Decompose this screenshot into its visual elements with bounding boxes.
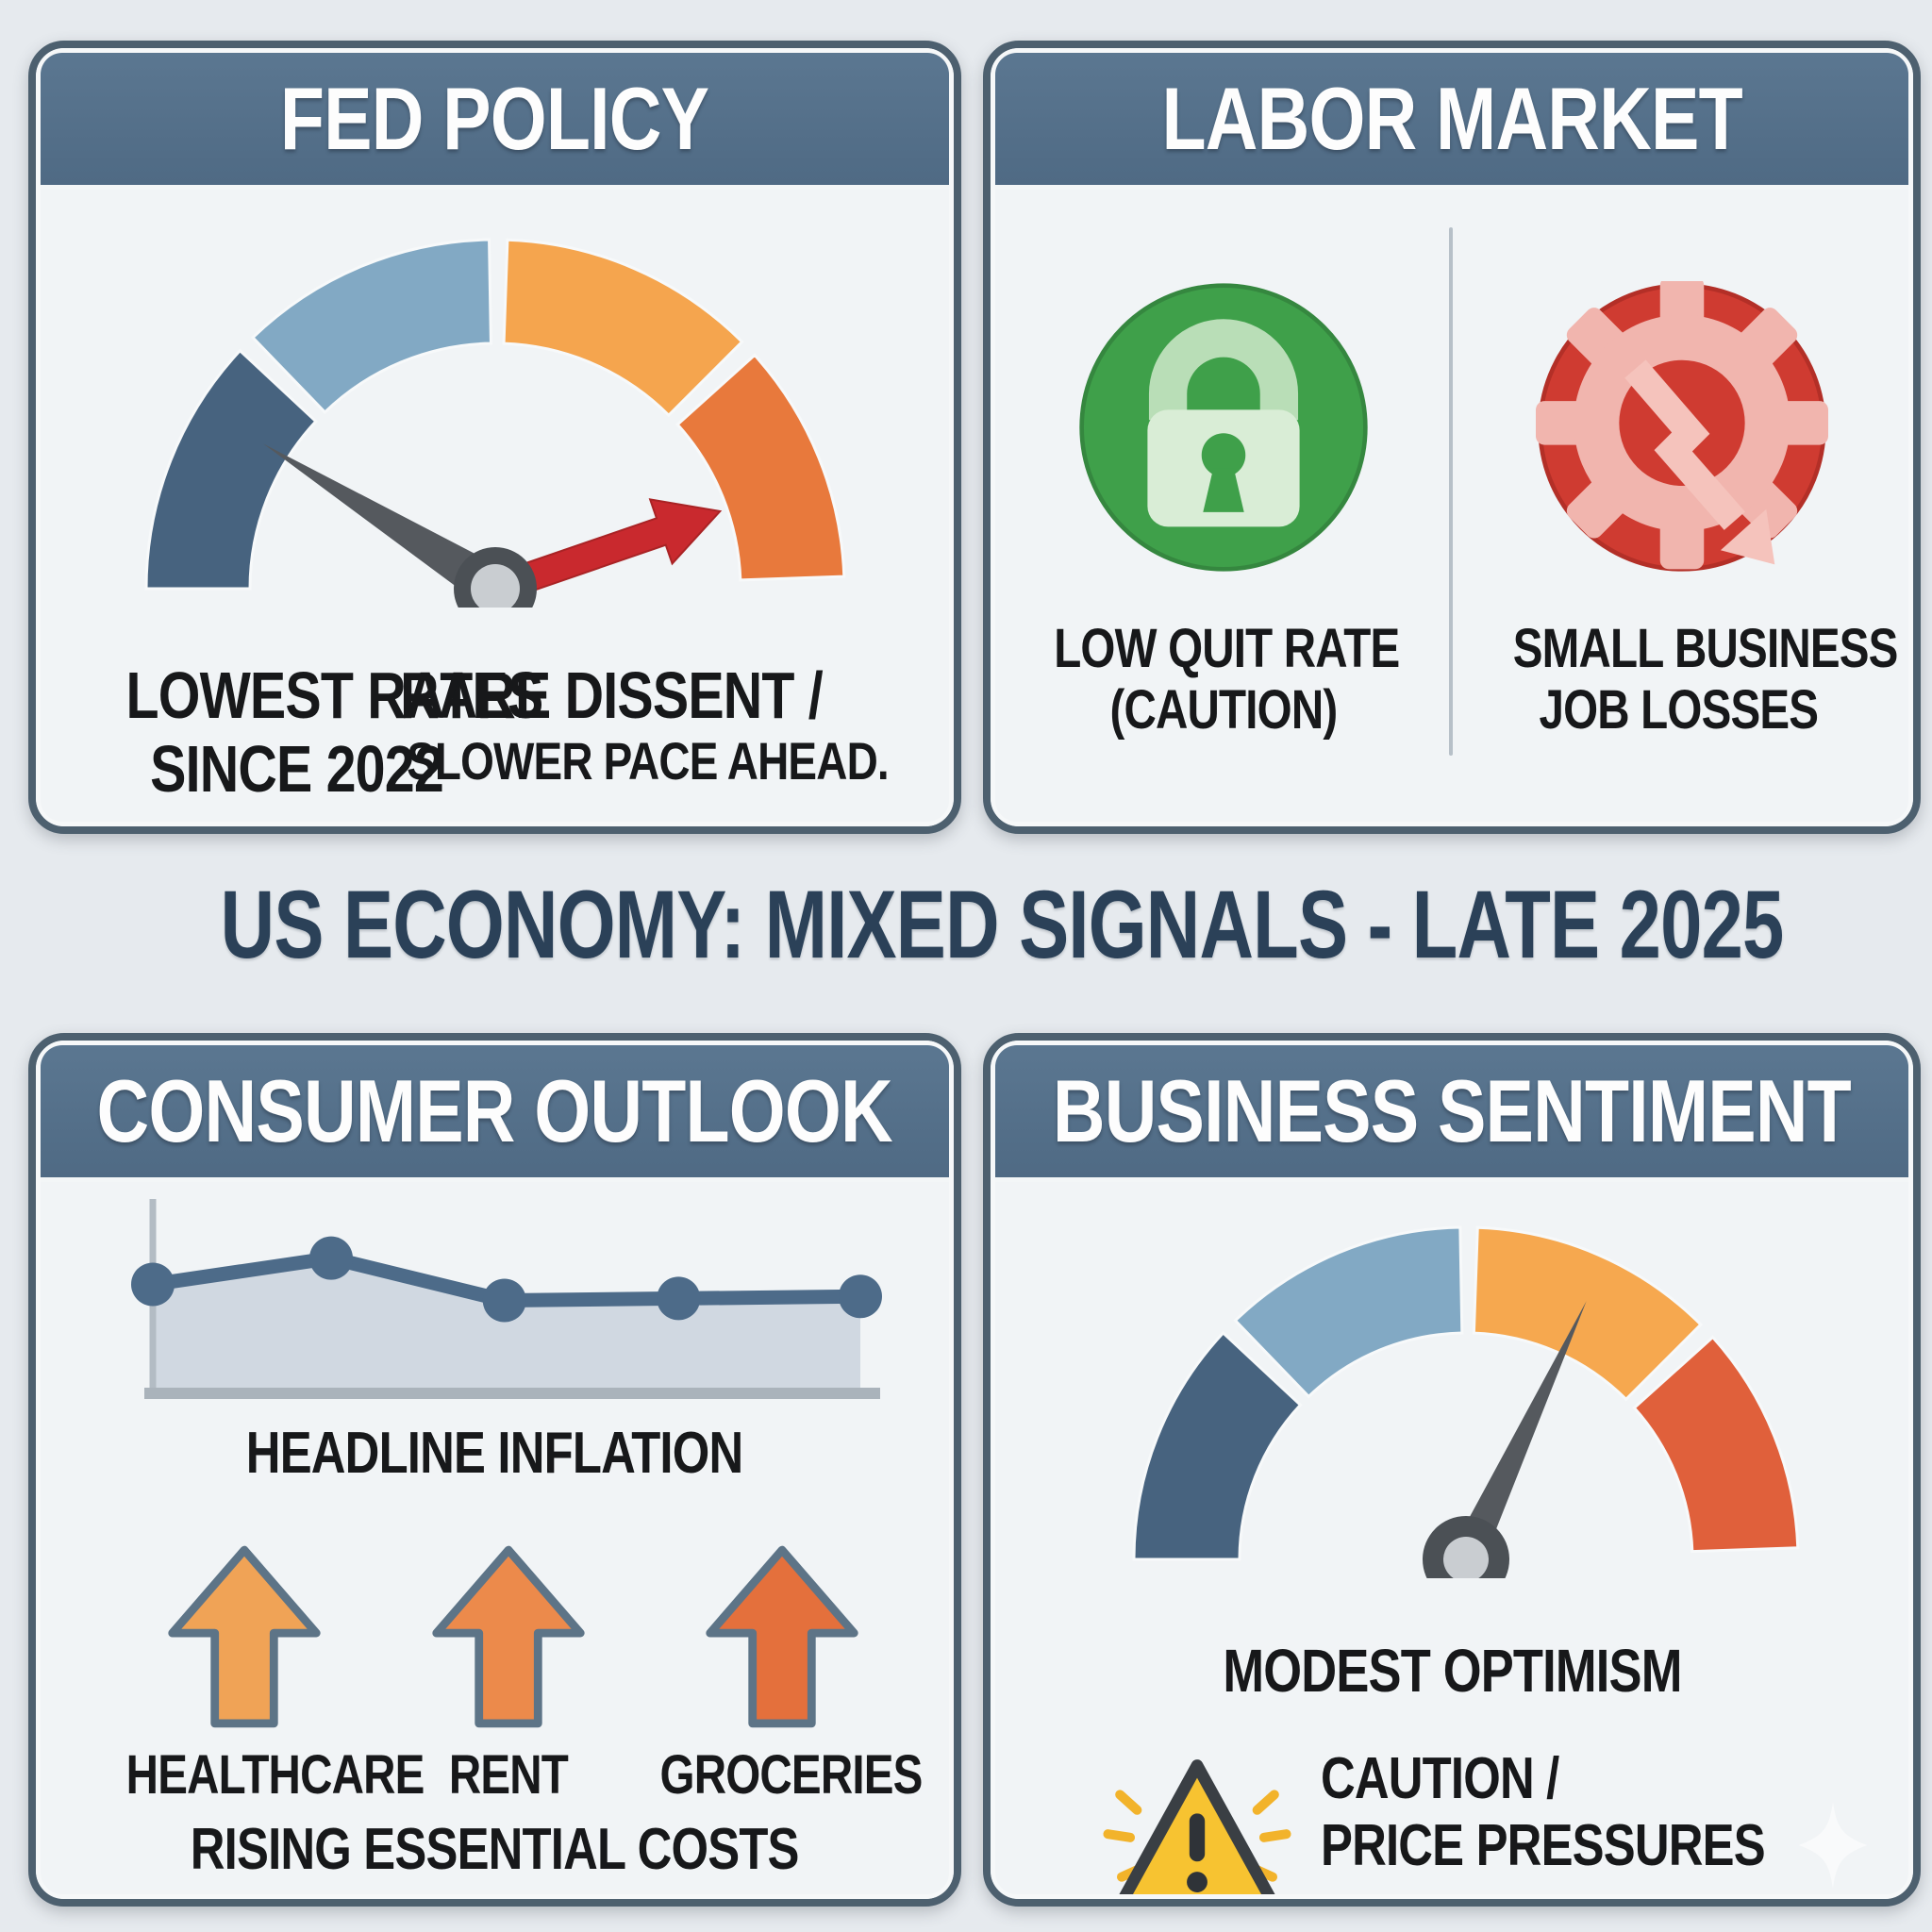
fed-caption-left-line2: SINCE 2022: [150, 732, 445, 807]
consumer-outlook-header: CONSUMER OUTLOOK: [41, 1045, 949, 1182]
labor-left-label: LOW QUIT RATE (CAUTION): [1016, 618, 1431, 741]
labor-market-title: LABOR MARKET: [1161, 69, 1742, 168]
fed-policy-gauge: [144, 238, 846, 608]
labor-left-line2: (CAUTION): [1109, 678, 1339, 741]
labor-right-line2: JOB LOSSES: [1539, 678, 1819, 741]
business-sentiment-title: BUSINESS SENTIMENT: [1052, 1061, 1852, 1160]
up-arrow-icon-rent: [432, 1545, 585, 1728]
panel-consumer-outlook-inner: CONSUMER OUTLOOK HEADLINE INFLATION HEAL…: [36, 1041, 954, 1899]
up-arrow-icon-groceries: [706, 1545, 858, 1728]
consumer-footer: RISING ESSENTIAL COSTS: [191, 1817, 800, 1882]
fed-caption-right-line1: RARE DISSENT /: [400, 658, 824, 732]
sparkle-icon: [1798, 1801, 1868, 1890]
labor-right-line1: SMALL BUSINESS: [1512, 618, 1899, 679]
business-sentiment-gauge: [1132, 1225, 1800, 1578]
panel-labor-market: LABOR MARKET: [983, 41, 1921, 834]
labor-market-header: LABOR MARKET: [995, 53, 1908, 190]
fed-caption-left-line1: LOWEST RATES: [125, 658, 544, 732]
chart-label: HEADLINE INFLATION: [246, 1421, 743, 1486]
warning-line1: CAUTION /: [1321, 1746, 1559, 1811]
fed-policy-caption-right: RARE DISSENT / SLOWER PACE AHEAD.: [354, 658, 890, 791]
panel-labor-market-inner: LABOR MARKET: [991, 48, 1913, 826]
labor-right-label: SMALL BUSINESS JOB LOSSES: [1471, 618, 1899, 741]
panel-consumer-outlook: CONSUMER OUTLOOK HEADLINE INFLATION HEAL…: [28, 1033, 961, 1907]
warning-triangle-icon: [1103, 1759, 1291, 1894]
labor-market-divider: [1449, 227, 1453, 756]
labor-left-line1: LOW QUIT RATE: [1054, 618, 1400, 679]
page-title: US ECONOMY: MIXED SIGNALS - LATE 2025: [220, 871, 1785, 978]
gear-decline-icon: [1536, 281, 1828, 572]
panel-fed-policy-inner: FED POLICY LOWEST RATES SINCE 2022 RARE …: [36, 48, 954, 826]
fed-caption-right-line2: SLOWER PACE AHEAD.: [407, 731, 890, 791]
padlock-icon: [1079, 283, 1368, 572]
panel-business-sentiment: BUSINESS SENTIMENT MODEST OPTIMISM CAUTI…: [983, 1033, 1921, 1907]
arrow-label-healthcare: HEALTHCARE: [125, 1744, 425, 1806]
fed-policy-title: FED POLICY: [280, 69, 709, 168]
business-sentiment-header: BUSINESS SENTIMENT: [995, 1045, 1908, 1182]
business-caption: MODEST OPTIMISM: [1222, 1637, 1682, 1705]
up-arrow-icon-healthcare: [168, 1545, 321, 1728]
business-warning-label: CAUTION / PRICE PRESSURES: [1321, 1745, 1862, 1880]
fed-policy-caption-left: LOWEST RATES SINCE 2022: [80, 658, 544, 807]
panel-fed-policy: FED POLICY LOWEST RATES SINCE 2022 RARE …: [28, 41, 961, 834]
panel-business-sentiment-inner: BUSINESS SENTIMENT MODEST OPTIMISM CAUTI…: [991, 1041, 1913, 1899]
decline-arrow: [1624, 359, 1775, 565]
arrow-label-rent: RENT: [448, 1744, 569, 1806]
fed-policy-header: FED POLICY: [41, 53, 949, 190]
headline-inflation-chart: [131, 1199, 882, 1399]
arrow-label-groceries: GROCERIES: [659, 1744, 924, 1806]
consumer-outlook-title: CONSUMER OUTLOOK: [96, 1061, 893, 1160]
warning-line2: PRICE PRESSURES: [1321, 1813, 1766, 1879]
